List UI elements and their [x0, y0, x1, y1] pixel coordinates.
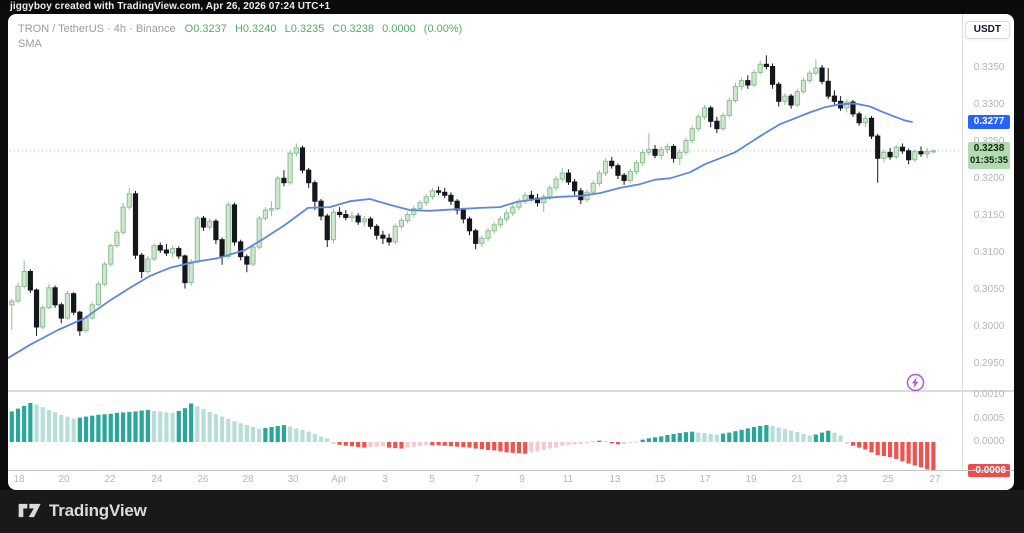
time-tick-label: 21 — [791, 474, 803, 485]
close-value: C0.3238 — [332, 23, 375, 35]
time-tick-label: 18 — [13, 474, 25, 485]
attribution-text: jiggyboy created with TradingView.com, A… — [10, 1, 331, 12]
price-tick-label: 0.3050 — [973, 284, 1005, 295]
price-axis[interactable]: 0.3277 0.3238 01:35:35 -0.0006 0.3350 0.3… — [962, 14, 1014, 478]
time-tick-label: 25 — [882, 474, 894, 485]
price-tick-label: 0.3250 — [973, 136, 1005, 147]
attribution-bar: jiggyboy created with TradingView.com, A… — [0, 0, 1024, 14]
legend-separator-1: · — [107, 23, 111, 35]
currency-button[interactable]: USDT — [964, 21, 1010, 39]
time-tick-label: 11 — [562, 474, 574, 485]
symbol-legend[interactable]: TRON / TetherUS · 4h · Binance O0.3237 H… — [18, 22, 467, 37]
time-tick-label: 28 — [242, 474, 254, 485]
symbol-title[interactable]: TRON / TetherUS — [18, 23, 104, 35]
chart-plot[interactable] — [8, 14, 1014, 470]
change-pct-value: (0.00%) — [423, 23, 463, 35]
price-tick-label: 0.3100 — [973, 247, 1005, 258]
price-tick-label: 0.3000 — [973, 321, 1005, 332]
price-tick-label: 0.2950 — [973, 358, 1005, 369]
time-tick-label: 13 — [609, 474, 621, 485]
bar-countdown: 01:35:35 — [969, 154, 1009, 166]
tradingview-logo-icon — [18, 503, 41, 518]
indicator-legend[interactable]: SMA — [18, 38, 42, 50]
time-tick-label: 3 — [382, 474, 388, 485]
lightning-icon[interactable] — [906, 373, 925, 392]
time-tick-label: 17 — [699, 474, 711, 485]
time-tick-label: 24 — [151, 474, 163, 485]
last-price-label: 0.3238 01:35:35 — [968, 141, 1010, 169]
price-tick-label: 0.3200 — [973, 173, 1005, 184]
last-price-value: 0.3238 — [973, 142, 1005, 154]
sma-indicator-label[interactable]: SMA — [18, 38, 42, 50]
price-tick-label: 0.3300 — [973, 99, 1005, 110]
time-axis[interactable]: 18 20 22 24 26 28 30 Apr 3 5 7 9 11 13 15 17 19 21 23 25 27 — [8, 470, 1014, 490]
time-tick-label: 30 — [287, 474, 299, 485]
time-tick-label: 7 — [474, 474, 480, 485]
time-tick-label: 15 — [654, 474, 666, 485]
tradingview-logo-text: TradingView — [49, 500, 147, 520]
time-tick-label: 22 — [104, 474, 116, 485]
time-tick-label: 26 — [197, 474, 209, 485]
time-tick-label: Apr — [331, 474, 347, 485]
time-tick-label: 27 — [929, 474, 941, 485]
sma-price-label: 0.3277 — [968, 115, 1010, 130]
change-abs-value: 0.0000 — [382, 23, 416, 35]
legend-separator-2: · — [129, 23, 133, 35]
time-tick-label: 5 — [429, 474, 435, 485]
price-tick-label: 0.3150 — [973, 210, 1005, 221]
open-value: O0.3237 — [184, 23, 227, 35]
low-value: L0.3235 — [284, 23, 325, 35]
price-chart-canvas[interactable] — [8, 14, 1014, 470]
time-tick-label: 20 — [58, 474, 70, 485]
time-tick-label: 23 — [836, 474, 848, 485]
time-tick-label: 9 — [519, 474, 525, 485]
interval-label[interactable]: 4h — [113, 23, 127, 35]
exchange-label: Binance — [135, 23, 176, 35]
hist-tick-label: 0.0000 — [973, 436, 1005, 447]
time-tick-label: 19 — [745, 474, 757, 485]
hist-tick-label: 0.0010 — [973, 389, 1005, 400]
price-tick-label: 0.3350 — [973, 62, 1005, 73]
bottom-bar: TradingView — [0, 490, 1024, 533]
ohlc-values: O0.3237 H0.3240 L0.3235 C0.3238 0.0000 (… — [185, 23, 468, 35]
hist-tick-label: 0.0005 — [973, 412, 1005, 424]
tradingview-logo[interactable]: TradingView — [18, 500, 147, 521]
chart-card: TRON / TetherUS · 4h · Binance O0.3237 H… — [8, 14, 1014, 490]
high-value: H0.3240 — [234, 23, 277, 35]
